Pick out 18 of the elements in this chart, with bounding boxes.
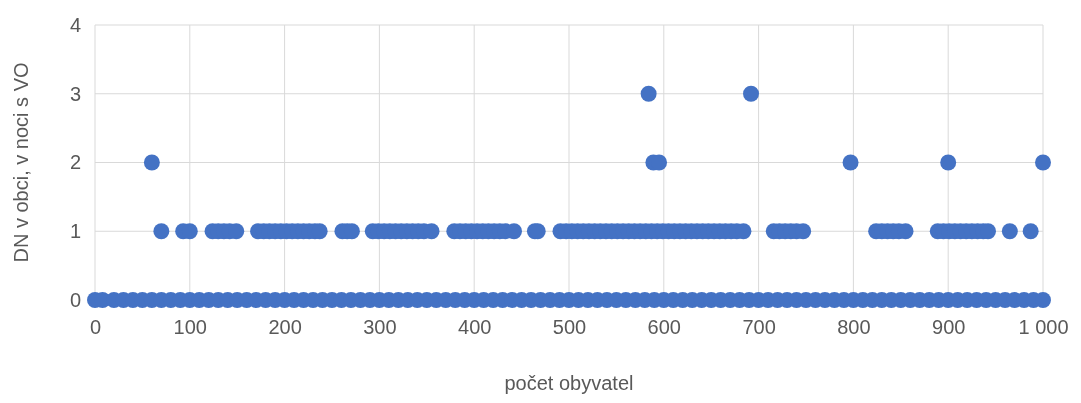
x-tick-label: 900	[932, 316, 966, 339]
y-tick-label: 2	[69, 151, 81, 174]
x-tick-label: 400	[458, 316, 492, 339]
y-tick-label: 0	[69, 288, 81, 311]
x-tick-label: 300	[363, 316, 397, 339]
y-tick-label: 4	[69, 13, 81, 36]
x-tick-label: 0	[89, 316, 102, 339]
y-tick-label: 3	[69, 82, 81, 105]
x-axis-title: počet obyvatel	[504, 372, 634, 394]
x-tick-label: 700	[742, 316, 776, 339]
x-tick-label: 200	[268, 316, 302, 339]
x-tick-label: 600	[647, 316, 681, 339]
x-tick-label: 1 000	[1018, 316, 1069, 339]
x-tick-label: 800	[837, 316, 871, 339]
x-tick-label: 500	[552, 316, 587, 339]
y-tick-label: 1	[69, 220, 81, 243]
y-axis-title: DN v obci, v noci s VO	[10, 62, 32, 263]
x-tick-label: 100	[173, 316, 207, 339]
